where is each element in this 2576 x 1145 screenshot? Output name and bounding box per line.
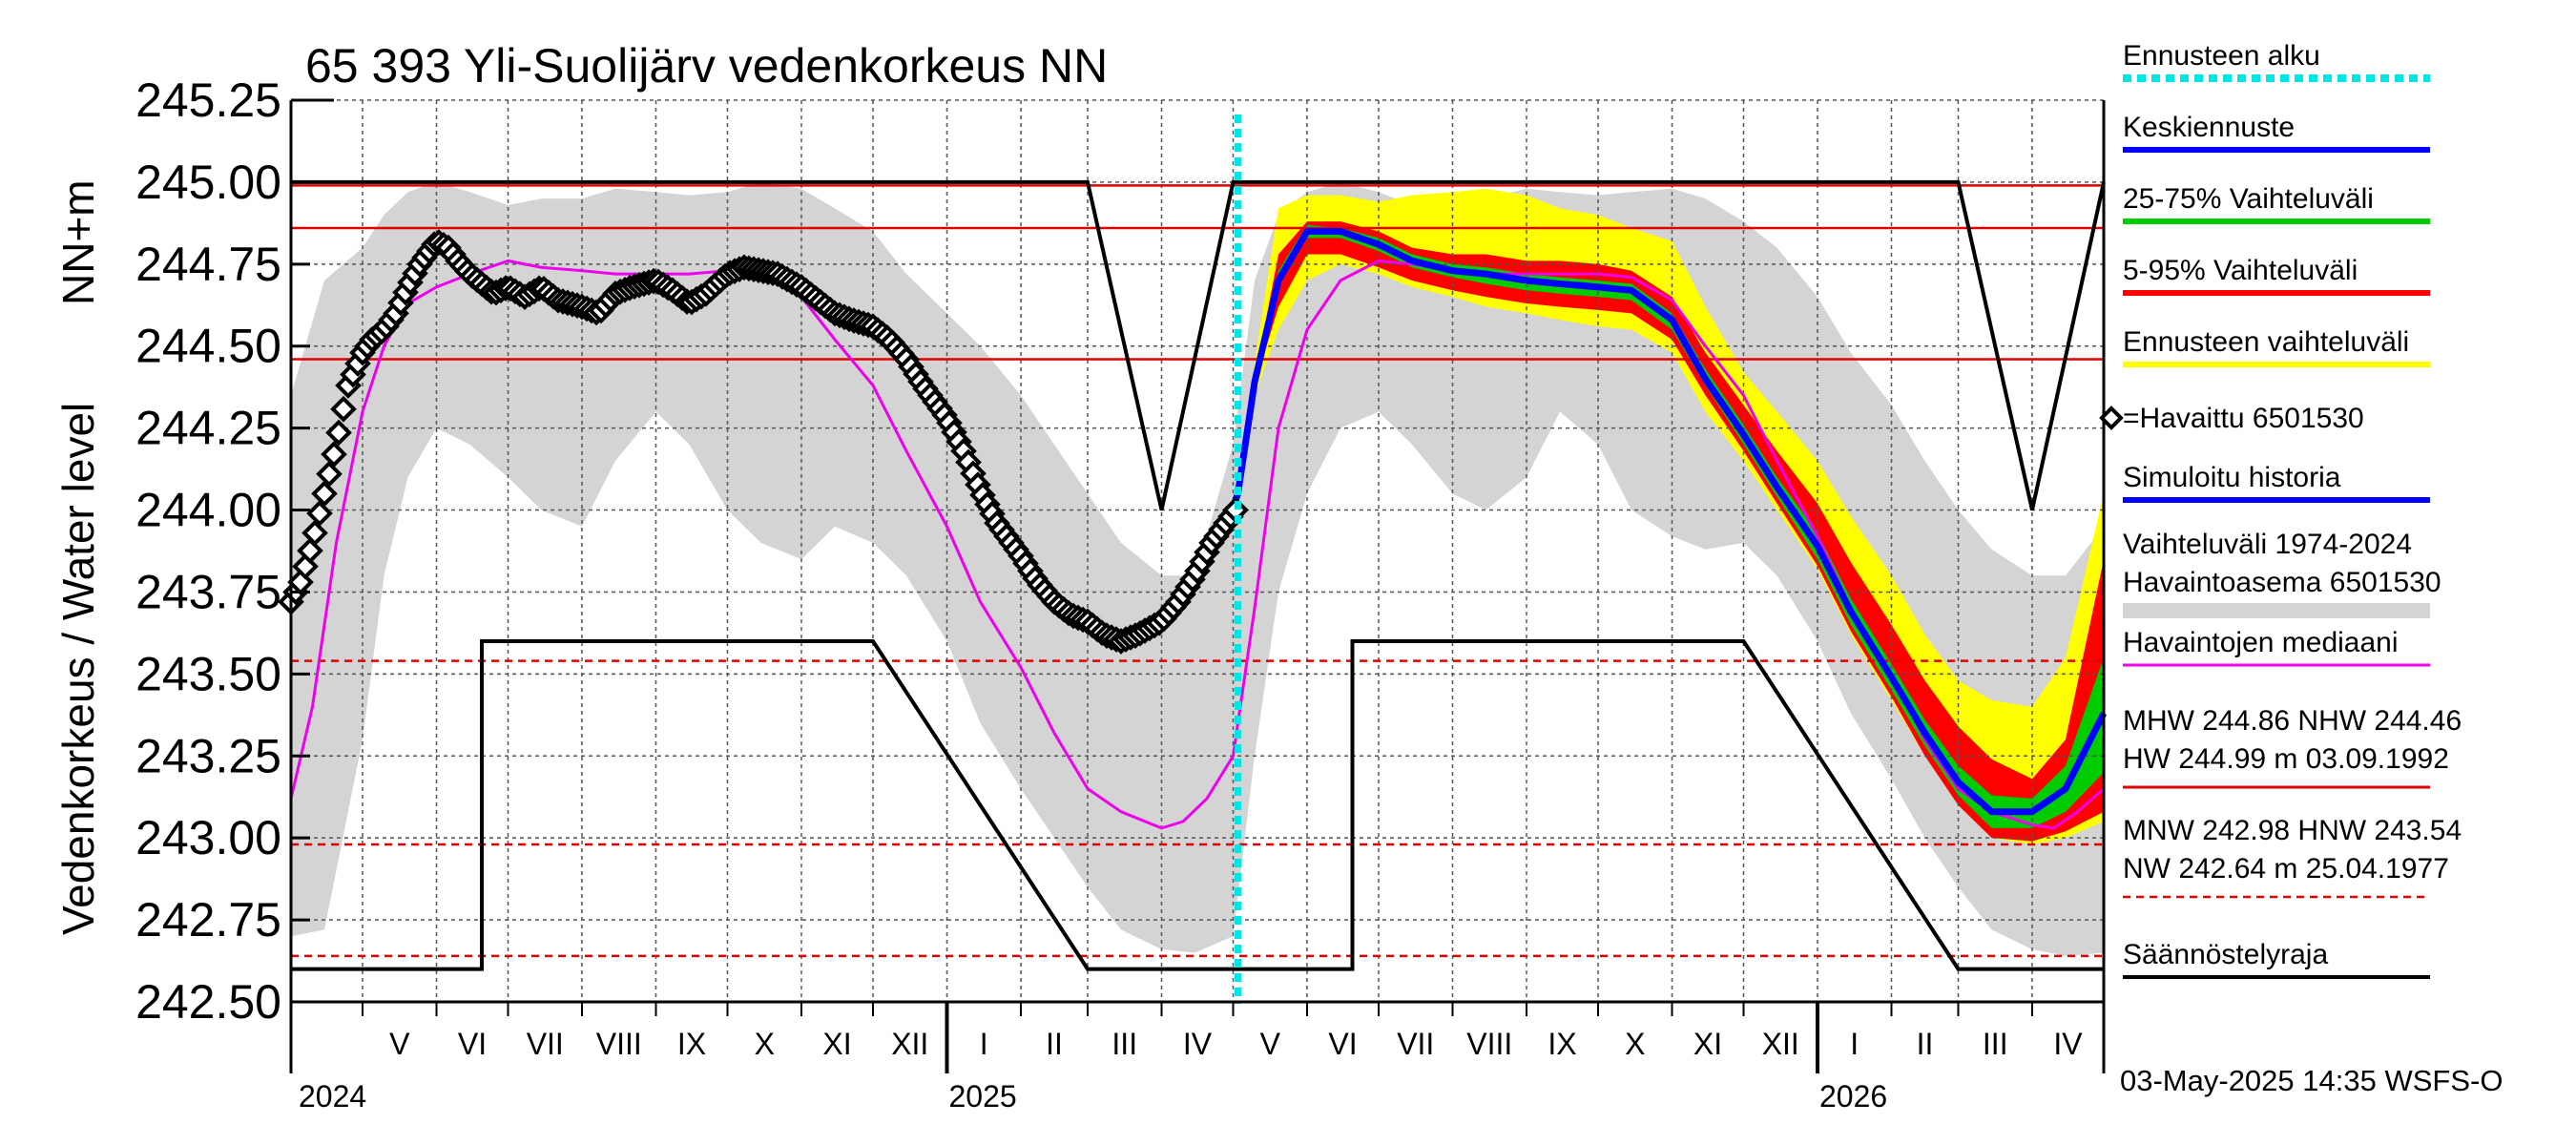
y-tick-label: 243.50 [135,647,281,700]
x-month-label: VI [458,1027,487,1061]
regulation-limit-line-0 [291,639,2104,971]
legend-label-2: Havaintoasema 6501530 [2123,567,2441,598]
legend-label-2: HW 244.99 m 03.09.1992 [2123,743,2449,775]
legend-label: =Havaittu 6501530 [2123,403,2364,434]
plot-frame-layer [289,98,2106,1073]
y-tick-label: 245.00 [135,156,281,209]
x-month-label: IX [1548,1027,1576,1061]
y-tick-label: 243.25 [135,729,281,782]
regulation-limit-line-1 [291,179,2106,510]
legend-item: MNW 242.98 HNW 243.54 NW 242.64 m 25.04.1… [2123,815,2462,899]
x-month-label: XII [891,1027,928,1061]
series-line-4 [289,259,2105,830]
x-month-label: VII [527,1027,564,1061]
legend-label: Ennusteen alku [2123,40,2320,72]
x-month-label: XI [822,1027,851,1061]
legend-label: MHW 244.86 NHW 244.46 [2123,705,2462,737]
y-tick-label: 243.00 [135,811,281,864]
x-year-label: 2026 [1819,1079,1887,1114]
x-month-label: IX [677,1027,706,1061]
legend-item: Säännöstelyraja [2123,939,2430,979]
observed-marker [311,480,338,508]
observed-marker [321,441,347,468]
footer-timestamp: 03-May-2025 14:35 WSFS-O [2120,1064,2503,1097]
observed-marker [325,419,352,447]
legend-item: 25-75% Vaihteluväli [2123,183,2430,224]
y-tick-label: 243.75 [135,565,281,618]
x-month-label: VI [1328,1027,1357,1061]
legend-label: Havaintojen mediaani [2123,627,2399,658]
observed-marker [306,500,333,527]
y-axis-unit: NN+m [53,179,103,305]
x-month-label: IV [2053,1027,2083,1061]
band-3 [1237,224,2104,828]
reference-line-layer [291,184,2104,958]
x-month-label: VIII [596,1027,642,1061]
legend-item: Ennusteen vaihteluväli [2123,326,2430,367]
x-year-label: 2025 [949,1079,1017,1114]
legend-label: Simuloitu historia [2123,462,2341,493]
legend-item: Keskiennuste [2123,112,2430,153]
x-month-label: I [1850,1027,1859,1061]
x-month-label: V [389,1027,410,1061]
legend-label: Keskiennuste [2123,112,2295,143]
x-month-label: XI [1693,1027,1722,1061]
x-month-label: X [1625,1027,1645,1061]
legend: Ennusteen alku Keskiennuste 25-75% Vaihtel… [2099,40,2462,979]
x-month-label: II [1917,1027,1934,1061]
y-tick-label: 244.25 [135,402,281,455]
x-month-label: I [980,1027,988,1061]
series-line-6 [1235,227,2108,816]
observed-marker [301,519,328,547]
legend-marker [2099,406,2124,430]
legend-label: 5-95% Vaihteluväli [2123,255,2358,286]
y-tick-label: 242.75 [135,893,281,947]
x-month-label: III [1111,1027,1137,1061]
x-month-label: II [1046,1027,1063,1061]
legend-label: MNW 242.98 HNW 243.54 [2123,815,2462,846]
legend-label: Vaihteluväli 1974-2024 [2123,529,2412,560]
y-tick-label: 244.75 [135,238,281,291]
x-month-label: IV [1183,1027,1213,1061]
legend-label: Säännöstelyraja [2123,939,2328,970]
legend-item: Simuloitu historia [2123,462,2430,503]
legend-item: Vaihteluväli 1974-2024 Havaintoasema 650… [2123,529,2441,618]
legend-item: MHW 244.86 NHW 244.46 HW 244.99 m 03.09.1… [2123,705,2462,789]
axis-layer: 245.25 245.00 244.75 244.50 244.25 244.00 243.… [135,73,2083,1114]
legend-label: 25-75% Vaihteluväli [2123,183,2374,215]
legend-label: Ennusteen vaihteluväli [2123,326,2409,358]
x-month-label: VIII [1466,1027,1512,1061]
observed-marker [316,460,343,488]
y-axis-label: Vedenkorkeus / Water level [53,403,103,935]
x-year-label: 2024 [299,1079,366,1114]
y-tick-label: 244.50 [135,320,281,373]
x-month-label: III [1983,1027,2008,1061]
x-month-label: XII [1762,1027,1799,1061]
legend-item: Havaintojen mediaani [2123,627,2430,667]
y-tick-label: 244.00 [135,484,281,537]
legend-item: Ennusteen alku [2123,40,2430,82]
y-tick-label: 245.25 [135,73,281,127]
x-month-label: V [1260,1027,1281,1061]
y-tick-label: 242.50 [135,975,281,1029]
legend-label-2: NW 242.64 m 25.04.1977 [2123,853,2449,885]
chart-title: 65 393 Yli-Suolijärv vedenkorkeus NN [305,39,1108,93]
legend-item: =Havaittu 6501530 [2099,403,2364,434]
observed-marker [330,395,357,423]
x-month-label: X [755,1027,775,1061]
legend-item: 5-95% Vaihteluväli [2123,255,2430,296]
series-line-layer [278,114,2108,1004]
x-month-label: VII [1397,1027,1434,1061]
band-2 [1237,221,2104,842]
